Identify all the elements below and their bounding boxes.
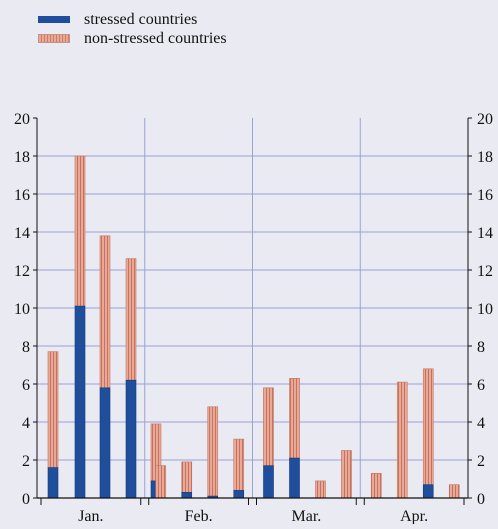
bar-non-stressed bbox=[74, 155, 86, 307]
bar-stressed bbox=[181, 491, 193, 499]
bar-stressed bbox=[47, 467, 59, 499]
x-group-label: Jan. bbox=[78, 508, 103, 524]
bar-non-stressed bbox=[422, 368, 434, 485]
y-tick-label-left: 18 bbox=[14, 149, 30, 166]
y-tick-label-right: 0 bbox=[477, 491, 485, 508]
bar-non-stressed bbox=[448, 484, 460, 499]
y-tick-label-left: 4 bbox=[22, 415, 30, 432]
y-tick-label-left: 20 bbox=[14, 111, 30, 128]
y-tick-label-right: 4 bbox=[477, 415, 485, 432]
y-tick-label-right: 8 bbox=[477, 339, 485, 356]
legend-label-stressed: stressed countries bbox=[84, 11, 198, 28]
y-tick-label-left: 12 bbox=[14, 263, 30, 280]
y-tick-label-right: 6 bbox=[477, 377, 485, 394]
x-group-label: Apr. bbox=[400, 508, 428, 524]
bar-non-stressed bbox=[396, 381, 408, 499]
bar-non-stressed bbox=[263, 387, 274, 466]
bar-non-stressed bbox=[125, 258, 137, 381]
bar-non-stressed bbox=[315, 480, 326, 499]
legend-label-non-stressed: non-stressed countries bbox=[84, 30, 227, 47]
y-tick-label-left: 10 bbox=[14, 301, 30, 318]
bar-non-stressed bbox=[289, 377, 300, 459]
bar-non-stressed bbox=[181, 461, 193, 493]
y-tick-label-right: 16 bbox=[477, 187, 493, 204]
y-tick-label-left: 14 bbox=[14, 225, 30, 242]
y-tick-label-right: 18 bbox=[477, 149, 493, 166]
legend-item-stressed: stressed countries bbox=[38, 10, 227, 29]
y-tick-label-left: 16 bbox=[14, 187, 30, 204]
bar-stressed bbox=[263, 465, 274, 499]
bar-stressed bbox=[422, 484, 434, 499]
y-tick-label-left: 8 bbox=[22, 339, 30, 356]
y-tick-label-right: 14 bbox=[477, 225, 493, 242]
bar-non-stressed bbox=[370, 472, 382, 499]
y-tick-label-left: 6 bbox=[22, 377, 30, 394]
bar-non-stressed bbox=[47, 351, 59, 468]
legend-item-non-stressed: non-stressed countries bbox=[38, 29, 227, 48]
y-tick-label-right: 12 bbox=[477, 263, 493, 280]
bar-non-stressed bbox=[99, 235, 111, 389]
bar-non-stressed bbox=[341, 450, 352, 499]
legend-swatch-stressed bbox=[38, 16, 70, 23]
bar-stressed bbox=[233, 490, 245, 499]
x-group-label: Mar. bbox=[291, 508, 321, 524]
y-tick-label-right: 20 bbox=[477, 111, 493, 128]
legend: stressed countries non-stressed countrie… bbox=[38, 10, 227, 48]
y-tick-label-left: 0 bbox=[22, 491, 30, 508]
legend-swatch-non-stressed bbox=[38, 34, 70, 43]
bar-stressed bbox=[125, 379, 137, 499]
x-group-label: Feb. bbox=[185, 508, 213, 524]
bar-non-stressed bbox=[207, 406, 219, 497]
y-tick-label-right: 10 bbox=[477, 301, 493, 318]
y-tick-label-left: 2 bbox=[22, 453, 30, 470]
bar-non-stressed bbox=[233, 438, 245, 491]
bar-stressed bbox=[74, 305, 86, 499]
bar-stressed bbox=[289, 457, 300, 499]
y-tick-label-right: 2 bbox=[477, 453, 485, 470]
bar-stressed bbox=[99, 387, 111, 499]
bar-non-stressed bbox=[155, 465, 167, 499]
